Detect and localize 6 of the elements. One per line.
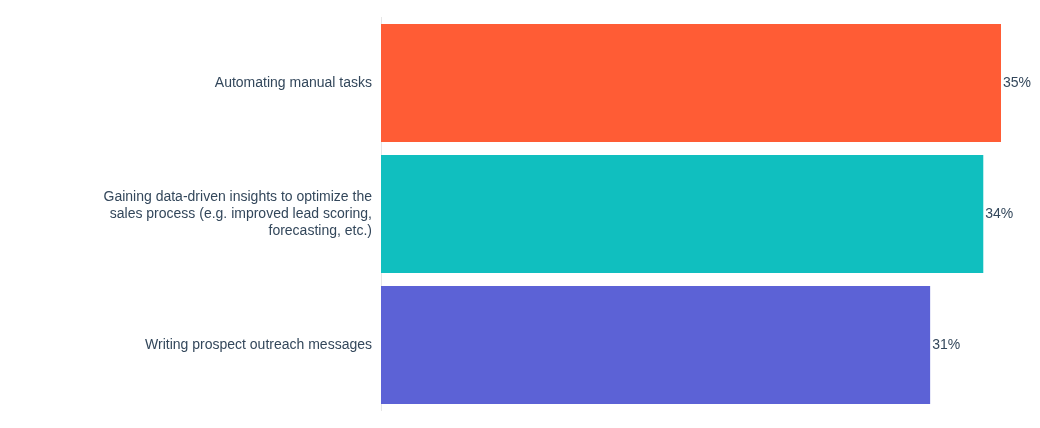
data-label: 31% [932,335,961,352]
y-tick-label: Automating manual tasks [214,73,372,90]
y-tick-label: Writing prospect outreach messages [145,335,372,352]
data-label: 34% [985,204,1014,221]
data-label: 35% [1003,73,1032,90]
y-tick-label: Gaining data-driven insights to optimize the sales process (e.g. improved lead scoring, forecasting, etc.) [103,188,373,238]
